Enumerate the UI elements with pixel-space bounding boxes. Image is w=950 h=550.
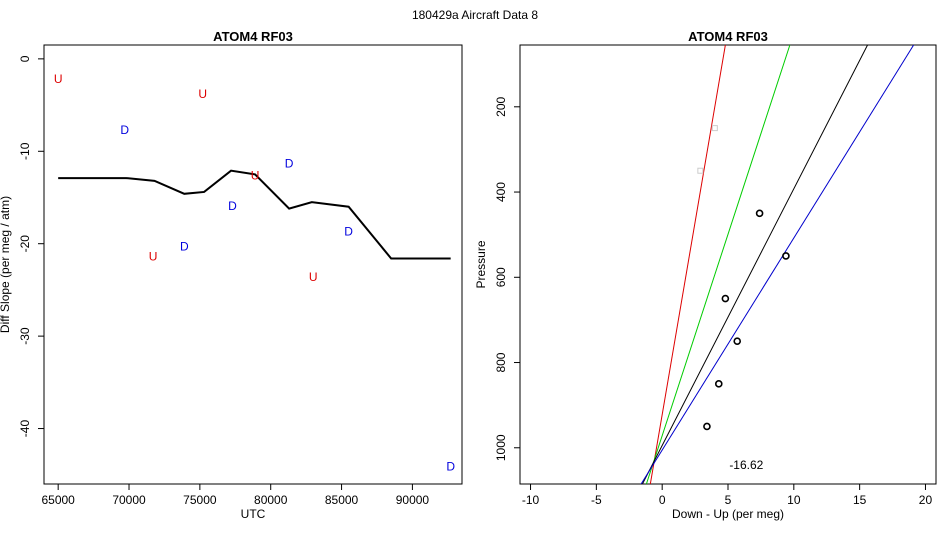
chart-title: ATOM4 RF03 xyxy=(688,29,768,44)
y-tick-label: 1000 xyxy=(494,434,508,461)
marker-d: D xyxy=(228,199,237,213)
square-point xyxy=(711,125,718,132)
square-point xyxy=(697,167,704,174)
chart-title: ATOM4 RF03 xyxy=(213,29,293,44)
x-tick-label: -10 xyxy=(522,493,540,507)
data-point xyxy=(703,422,711,431)
red-fit-line xyxy=(649,45,726,484)
panel-pressure-vs-down-up: ATOM4 RF03 -10 -5 0 5 10 15 20 200 400 600 800 1000 D… xyxy=(474,29,937,521)
marker-d: D xyxy=(180,239,189,253)
marker-u: U xyxy=(251,168,260,182)
marker-u: U xyxy=(54,72,63,86)
y-tick-label: -20 xyxy=(18,235,32,253)
x-axis-label: Down - Up (per meg) xyxy=(672,507,784,521)
plot-frame xyxy=(519,44,937,485)
y-tick-label: 0 xyxy=(18,55,32,62)
y-axis-label: Diff Slope (per meg / atm) xyxy=(0,196,12,333)
x-tick-label: 15 xyxy=(853,493,867,507)
marker-d: D xyxy=(120,123,129,137)
y-tick-label: -10 xyxy=(18,142,32,160)
x-tick-label: 10 xyxy=(787,493,801,507)
plot-content: -16.62 xyxy=(640,45,915,484)
data-point xyxy=(733,337,742,346)
y-tick-label: -30 xyxy=(18,327,32,345)
y-tick-label: 200 xyxy=(494,96,508,116)
x-tick-label: 70000 xyxy=(112,493,146,507)
marker-u: U xyxy=(149,250,158,264)
x-tick-label: -5 xyxy=(591,493,602,507)
data-point xyxy=(755,209,764,218)
x-tick-label: 20 xyxy=(919,493,933,507)
panel-diff-slope-vs-utc: ATOM4 RF03 65000 70000 75000 80000 85000 90000… xyxy=(0,29,463,521)
black-fit-line xyxy=(641,45,868,484)
x-tick-label: 0 xyxy=(659,493,666,507)
y-tick-label: -40 xyxy=(18,420,32,438)
x-axis-label: UTC xyxy=(241,507,266,521)
running-mean-line xyxy=(58,169,451,260)
blue-fit-line xyxy=(640,45,915,484)
y-tick-label: 800 xyxy=(494,352,508,372)
y-tick-label: 600 xyxy=(494,267,508,287)
page-title: 180429a Aircraft Data 8 xyxy=(412,8,538,22)
green-fit-line xyxy=(645,45,791,484)
x-tick-label: 75000 xyxy=(183,493,217,507)
marker-d: D xyxy=(344,225,353,239)
x-tick-label: 80000 xyxy=(254,493,288,507)
data-point xyxy=(721,294,730,303)
data-point xyxy=(782,252,790,260)
marker-u: U xyxy=(309,270,318,284)
fit-annotation: -16.62 xyxy=(729,458,763,472)
x-tick-label: 65000 xyxy=(41,493,75,507)
x-tick-label: 5 xyxy=(725,493,732,507)
x-tick-label: 85000 xyxy=(325,493,359,507)
marker-d: D xyxy=(285,156,294,170)
y-tick-label: 400 xyxy=(494,182,508,202)
marker-u: U xyxy=(198,87,207,101)
plot-content: U U U U U D D D D D D xyxy=(54,72,455,473)
x-tick-label: 90000 xyxy=(396,493,430,507)
data-point xyxy=(714,380,723,388)
plot-frame xyxy=(43,44,463,485)
y-axis-label: Pressure xyxy=(474,240,488,288)
marker-d: D xyxy=(446,459,455,473)
